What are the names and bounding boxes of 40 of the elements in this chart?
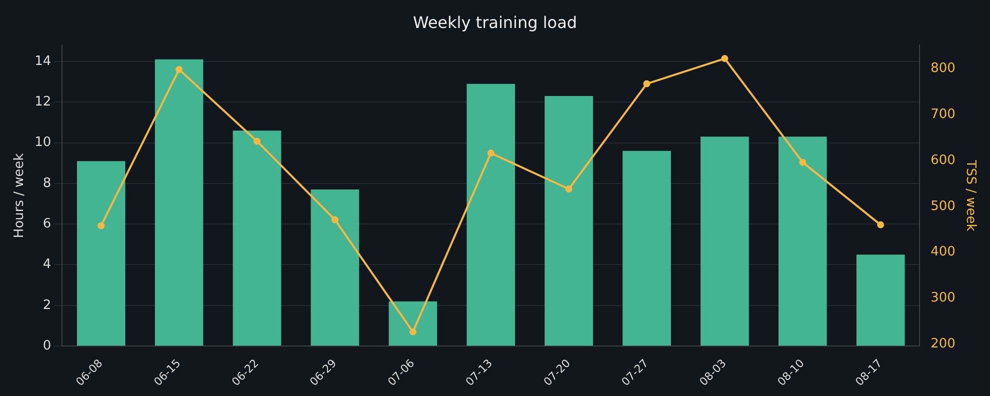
point [98, 222, 105, 230]
bar [232, 130, 282, 346]
bar [856, 254, 905, 346]
y2-tick-label: 800 [930, 61, 956, 76]
y-tick-label: 14 [34, 54, 52, 69]
y-tick-label: 8 [42, 176, 52, 191]
y2-axis-title: TSS / week [962, 159, 978, 232]
y-tick-label: 12 [34, 94, 52, 110]
bar [622, 150, 671, 346]
point [721, 55, 728, 62]
point [409, 328, 416, 336]
point [799, 158, 806, 166]
point [331, 216, 338, 224]
bar [778, 136, 827, 346]
point [565, 185, 572, 192]
bar [154, 59, 204, 346]
point [643, 80, 650, 88]
bar [388, 301, 438, 346]
bar [700, 136, 749, 346]
y-tick-label: 0 [42, 338, 52, 354]
y2-tick-label: 500 [930, 198, 956, 214]
y2-tick-label: 700 [930, 106, 956, 122]
bar [310, 190, 360, 346]
point [487, 150, 494, 157]
bar [466, 84, 516, 346]
point [254, 138, 261, 145]
point [877, 221, 884, 228]
point [176, 66, 183, 74]
y2-tick-label: 400 [930, 244, 956, 260]
bar [544, 96, 593, 346]
y2-tick-label: 300 [930, 290, 956, 306]
chart-title: Weekly training load [412, 12, 578, 32]
y-tick-label: 10 [34, 135, 52, 150]
y-axis-title: Hours / week [12, 152, 28, 238]
y-tick-label: 4 [42, 257, 52, 272]
y2-tick-label: 600 [930, 152, 956, 168]
bar [76, 161, 126, 346]
y-tick-label: 6 [42, 216, 52, 232]
y-tick-label: 2 [42, 298, 52, 313]
y2-tick-label: 200 [930, 336, 956, 352]
